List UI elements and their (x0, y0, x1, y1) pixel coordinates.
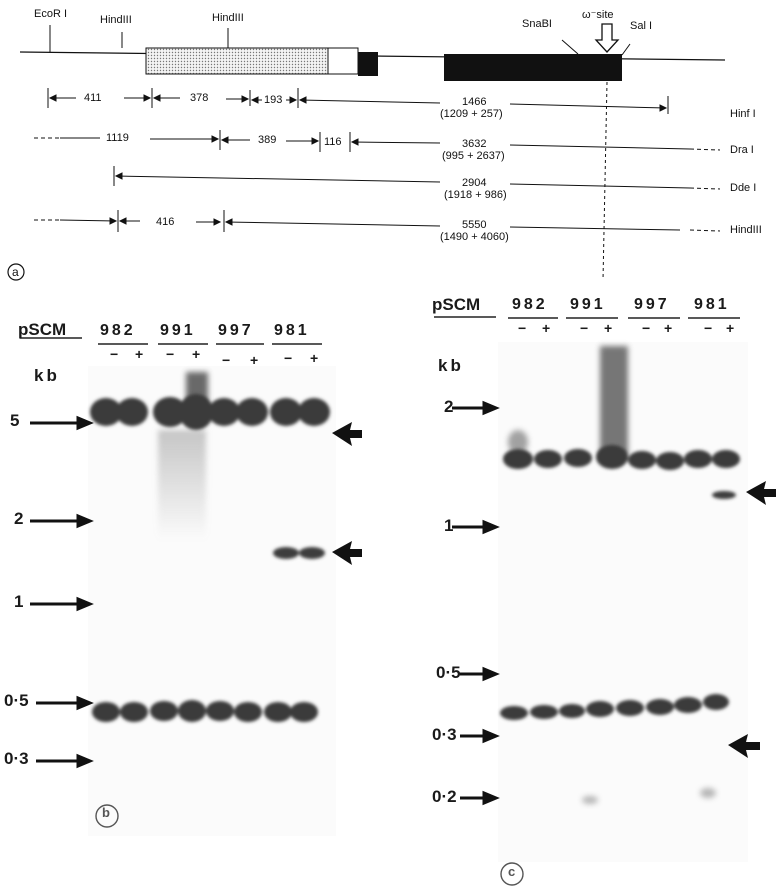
frag-drai-3632: 3632 (462, 138, 487, 150)
enzyme-hinfi: Hinf I (730, 108, 756, 120)
plasmid-label-c: pSCM (432, 295, 481, 314)
marker-c-0-2: 0·2 (432, 787, 457, 806)
site-hindiii-1: HindIII (100, 14, 132, 26)
marker-c-1: 1 (444, 516, 454, 535)
row-hindiii (34, 210, 721, 232)
marker-b-0-5: 0·5 (4, 691, 29, 710)
lane-997-plus-c: + (664, 320, 673, 336)
site-ecori: EcoR I (34, 8, 68, 20)
gel-c (434, 316, 776, 886)
frag-hinfi-1466: 1466 (462, 96, 487, 108)
unit-b: kb (34, 366, 60, 385)
frag-hinfi-411: 411 (84, 92, 102, 104)
lane-991-plus: + (192, 346, 201, 362)
lane-982-minus-c: − (518, 320, 527, 336)
frag-drai-116: 116 (324, 136, 342, 148)
lane-982-plus-c: + (542, 320, 551, 336)
site-omega: ω⁻site (582, 9, 614, 21)
frag-ddei-sub: (1918 + 986) (444, 189, 507, 201)
lane-997-plus: + (250, 352, 259, 368)
marker-b-1: 1 (14, 592, 24, 611)
omega-site-arrow (594, 23, 620, 53)
lane-981-plus: + (310, 350, 319, 366)
lane-981-minus-c: − (704, 320, 713, 336)
lane-982-minus: − (110, 346, 119, 362)
plasmid-982-c: 982 (512, 296, 548, 313)
panel-a-label: a (12, 265, 19, 279)
plasmid-981-b: 981 (274, 322, 310, 339)
arrow-band-upper-b (332, 422, 362, 446)
arrow-band-981-b (332, 541, 362, 565)
lane-991-plus-c: + (604, 320, 613, 336)
frag-hindiii-sub: (1490 + 4060) (440, 231, 509, 243)
white-box (327, 47, 359, 75)
enzyme-ddei: Dde I (730, 182, 757, 194)
smear-991-c (600, 346, 628, 456)
lane-981-minus: − (284, 350, 293, 366)
marker-c-2: 2 (444, 397, 454, 416)
row-ddei (113, 166, 721, 190)
enzyme-drai: Dra I (730, 144, 754, 156)
frag-hinfi-193: 193 (264, 94, 283, 106)
plasmid-997-b: 997 (218, 322, 254, 339)
lane-991-minus-c: − (580, 320, 589, 336)
lane-991-minus: − (166, 346, 175, 362)
lane-997-minus: − (222, 352, 231, 368)
lane-981-plus-c: + (726, 320, 735, 336)
site-sali: Sal I (630, 20, 653, 32)
frag-ddei-2904: 2904 (462, 177, 487, 189)
plasmid-981-c: 981 (694, 296, 730, 313)
panel-b-label: b (102, 805, 110, 820)
frag-hinfi-378: 378 (190, 92, 209, 104)
plasmid-982-b: 982 (100, 322, 136, 339)
gel-b (20, 337, 362, 836)
row-drai (34, 130, 721, 152)
arrow-band-lower-c (728, 734, 760, 758)
site-hindiii-2: HindIII (212, 12, 244, 24)
row-hinfi (47, 88, 669, 114)
marker-c-0-5: 0·5 (436, 663, 461, 682)
bands-981-b (273, 547, 325, 559)
lane-997-minus-c: − (642, 320, 651, 336)
marker-b-5: 5 (10, 411, 20, 430)
black-box-large (444, 54, 622, 81)
enzyme-hindiii: HindIII (730, 224, 762, 236)
lane-982-plus: + (135, 346, 144, 362)
frag-hindiii-5550: 5550 (462, 219, 487, 231)
bands-upper-b (90, 394, 330, 430)
frag-hindiii-416: 416 (156, 216, 175, 228)
marker-c-0-3: 0·3 (432, 725, 457, 744)
frag-drai-1119: 1119 (106, 132, 129, 144)
black-box-small (358, 52, 378, 76)
restriction-map (7, 23, 726, 281)
marker-b-2: 2 (14, 509, 24, 528)
frag-drai-389: 389 (258, 134, 277, 146)
smear-991 (158, 430, 206, 540)
marker-b-0-3: 0·3 (4, 749, 29, 768)
arrow-band-981-c (746, 481, 776, 505)
panel-c-label: c (508, 864, 516, 879)
plasmid-991-c: 991 (570, 296, 606, 313)
band-981-c (712, 491, 736, 499)
site-snabi: SnaBI (522, 18, 552, 30)
stippled-region (145, 47, 329, 75)
frag-drai-sub: (995 + 2637) (442, 150, 505, 162)
plasmid-label-b: pSCM (18, 320, 67, 339)
unit-c: kb (438, 356, 464, 375)
plasmid-991-b: 991 (160, 322, 196, 339)
bands-upper-c (503, 445, 740, 470)
bands-lower-c (500, 694, 729, 720)
frag-hinfi-sub: (1209 + 257) (440, 108, 503, 120)
bands-lower-b (92, 700, 318, 722)
plasmid-997-c: 997 (634, 296, 670, 313)
